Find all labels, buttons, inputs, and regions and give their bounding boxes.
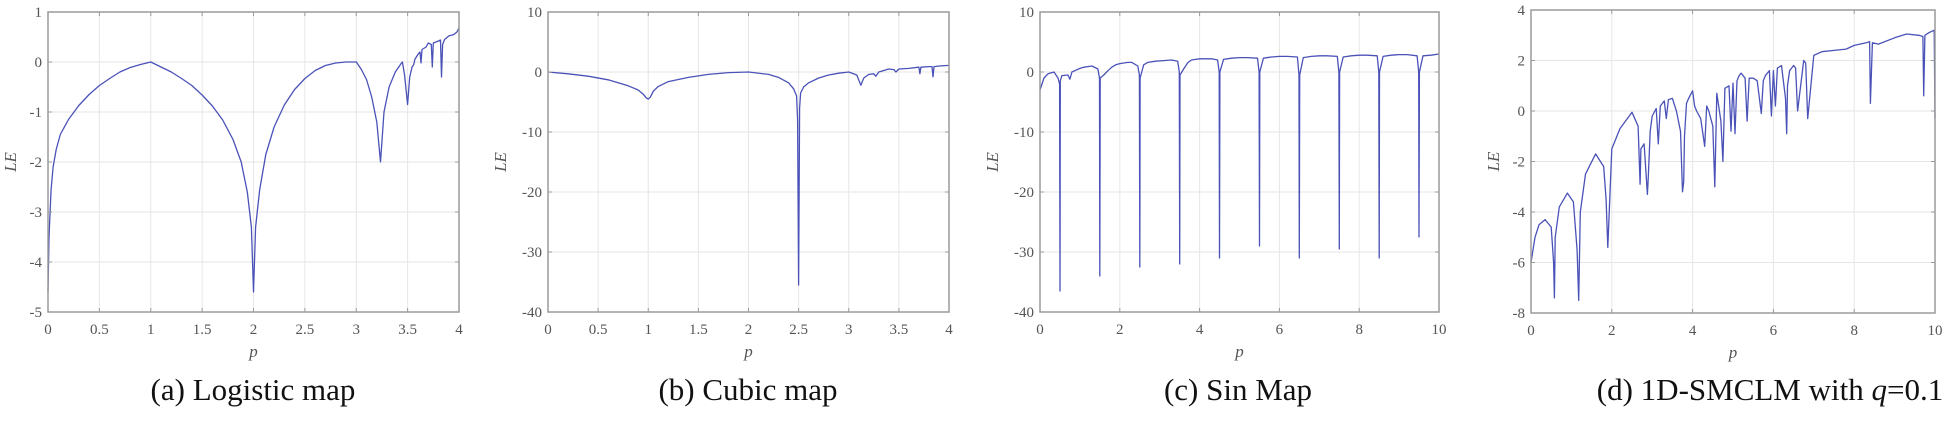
grid	[47, 11, 460, 313]
x-tick-label: 0	[44, 322, 52, 338]
y-tick-label: -20	[1014, 185, 1034, 201]
y-tick-label: -3	[30, 205, 43, 221]
x-tick-label: 3.5	[398, 322, 417, 338]
y-tick-label: -10	[522, 125, 542, 141]
x-tick-label: 1.5	[689, 322, 708, 338]
x-tick-label: 0	[1036, 322, 1044, 338]
y-tick-label: -20	[522, 185, 542, 201]
y-tick-label: -30	[522, 245, 542, 261]
x-tick-label: 0	[544, 322, 552, 338]
data-series-line	[47, 27, 460, 293]
x-tick-label: 2	[1608, 323, 1616, 339]
data-series-line	[547, 64, 950, 286]
x-tick-label: 1	[147, 322, 155, 338]
y-tick-label: -4	[30, 255, 43, 271]
y-tick-label: -1	[30, 105, 43, 121]
x-tick-label: 2	[250, 322, 258, 338]
x-tick-label: 2.5	[789, 322, 808, 338]
x-tick-label: 2	[1116, 322, 1124, 338]
x-tick-label: 0.5	[90, 322, 109, 338]
chart-caption-b: (b) Cubic map	[658, 372, 838, 407]
data-series-line	[1530, 29, 1936, 302]
chart-panel-b: 0 0.5 1 1.5 2 2.5 3 3.5 4 -40 -30 -20 -10 0 10 p LE (b) …	[491, 5, 953, 407]
x-tick-label: 10	[1928, 323, 1943, 339]
chart-plot-a: 0 0.5 1 1.5 2 2.5 3 3.5 4 -5 -4 -3 -2 -1 0 1 p LE	[1, 5, 463, 361]
x-tick-label: 1	[645, 322, 653, 338]
x-tick-label: 4	[455, 322, 463, 338]
chart-plot-c: 0 2 4 6 8 10 -40 -30 -20 -10 0 10 p LE	[983, 5, 1447, 361]
y-tick-label: 0	[1027, 65, 1035, 81]
x-tick-label: 2.5	[296, 322, 315, 338]
y-tick-label: -30	[1014, 245, 1034, 261]
x-tick-label: 3.5	[890, 322, 909, 338]
x-tick-label: 2	[745, 322, 753, 338]
y-tick-label: 0	[1518, 104, 1526, 120]
y-axis-label: LE	[491, 151, 510, 172]
y-tick-label: 10	[527, 5, 542, 21]
x-tick-label: 4	[1196, 322, 1204, 338]
y-axis-label: LE	[983, 151, 1002, 172]
y-tick-label: -10	[1014, 125, 1034, 141]
x-tick-label: 8	[1850, 323, 1858, 339]
x-tick-label: 4	[1689, 323, 1697, 339]
y-tick-label: -8	[1513, 306, 1526, 322]
x-tick-label: 6	[1276, 322, 1284, 338]
axes-frame	[1039, 11, 1440, 313]
chart-plot-d: 0 2 4 6 8 10 -8 -6 -4 -2 0 2 4 p LE	[1484, 3, 1943, 362]
chart-panel-a: 0 0.5 1 1.5 2 2.5 3 3.5 4 -5 -4 -3 -2 -1 0 1 p LE (a) Log…	[0, 0, 490, 431]
data-series-line	[1039, 53, 1440, 292]
y-tick-label: 0	[35, 55, 43, 71]
y-tick-label: 4	[1518, 3, 1526, 19]
x-tick-label: 10	[1432, 322, 1447, 338]
y-tick-label: -2	[30, 155, 43, 171]
y-tick-label: -40	[1014, 305, 1034, 321]
x-axis-label: p	[1728, 343, 1738, 362]
y-tick-label: 10	[1019, 5, 1034, 21]
y-tick-label: -4	[1513, 205, 1526, 221]
y-tick-label: 2	[1518, 54, 1526, 70]
x-axis-label: p	[248, 342, 258, 361]
x-tick-label: 3	[845, 322, 853, 338]
chart-caption-a: (a) Logistic map	[150, 372, 356, 407]
x-tick-label: 3	[353, 322, 361, 338]
x-tick-label: 0.5	[589, 322, 608, 338]
x-axis-label: p	[743, 342, 753, 361]
x-tick-label: 4	[945, 322, 953, 338]
chart-caption-c: (c) Sin Map	[1163, 372, 1313, 407]
x-tick-label: 8	[1355, 322, 1363, 338]
y-tick-label: -2	[1513, 155, 1526, 171]
x-tick-label: 0	[1527, 323, 1535, 339]
x-tick-label: 6	[1770, 323, 1778, 339]
x-axis-label: p	[1234, 342, 1244, 361]
chart-plot-b: 0 0.5 1 1.5 2 2.5 3 3.5 4 -40 -30 -20 -10 0 10 p LE	[491, 5, 953, 361]
y-tick-label: 1	[35, 5, 43, 21]
y-axis-label: LE	[1484, 151, 1503, 172]
chart-caption-d: (d) 1D-SMCLM with q=0.1	[1596, 372, 1944, 407]
y-tick-label: -5	[30, 305, 43, 321]
chart-panel-c: 0 2 4 6 8 10 -40 -30 -20 -10 0 10 p LE (c) Sin Map	[983, 5, 1447, 407]
y-tick-label: -40	[522, 305, 542, 321]
x-tick-label: 1.5	[193, 322, 212, 338]
y-axis-label: LE	[1, 151, 20, 172]
y-tick-label: -6	[1513, 256, 1526, 272]
y-tick-label: 0	[535, 65, 543, 81]
